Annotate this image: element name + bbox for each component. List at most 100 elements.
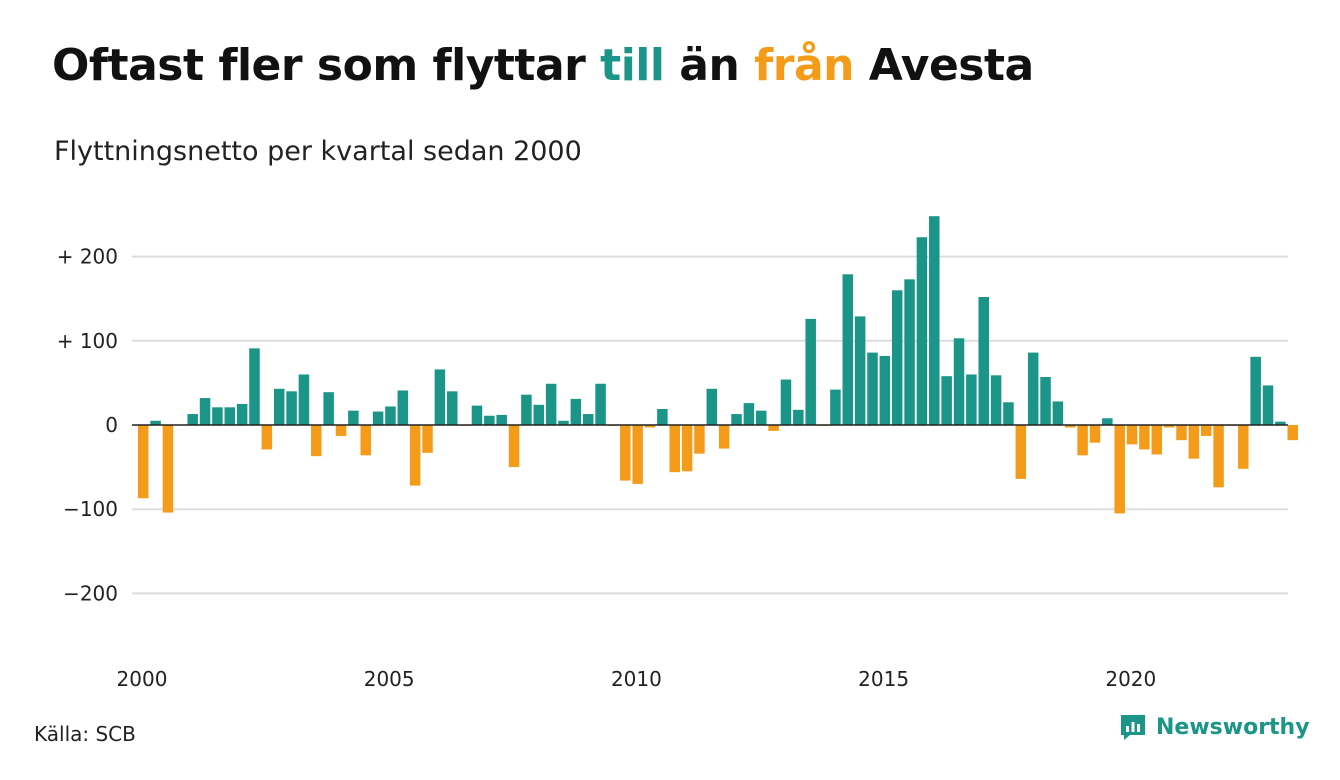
bar [953,338,965,425]
title-part-1: Oftast fler som flyttar [52,40,601,91]
bar [1102,418,1113,425]
bar [854,316,866,425]
bar [249,348,260,425]
bar [681,425,693,472]
bar [842,274,854,425]
bar [1089,425,1101,443]
bar [1040,377,1051,425]
newsworthy-logo-icon [1121,715,1145,740]
bar [632,425,643,484]
bar [261,425,273,450]
bar [756,410,767,425]
x-tick-label: 2015 [858,667,909,691]
bar [1176,425,1187,441]
x-tick-label: 2010 [611,667,662,691]
bar [484,415,495,425]
bar [138,425,149,499]
bar [162,425,174,513]
title-negative-word: från [754,40,854,91]
chart-subtitle: Flyttningsnetto per kvartal sedan 2000 [54,136,582,167]
bar [187,414,198,425]
bar [1262,385,1274,425]
bar [533,404,545,425]
bar [1027,352,1039,425]
bar [1200,425,1212,436]
bar [743,403,755,425]
bar [978,297,989,425]
bar [1015,425,1027,479]
bar [409,425,421,486]
bar [521,394,532,425]
bar [1250,356,1261,425]
y-tick-label: 0 [105,413,118,437]
bar [1188,425,1200,459]
bar [447,391,458,425]
bar [212,407,223,425]
bar [1238,425,1249,469]
bar [286,391,297,425]
bar [1077,425,1088,456]
bar [385,406,396,425]
bar [570,398,582,425]
brand-name: Newsworthy [1156,714,1310,740]
title-part-2: än [664,40,755,91]
bar [644,425,656,428]
bar [706,388,718,425]
bar [694,425,705,454]
bar [422,425,433,453]
bar [582,414,594,425]
bar [916,237,928,425]
bar [867,352,878,425]
x-tick-label: 2020 [1105,667,1156,691]
bar [273,388,285,425]
bar [941,376,952,425]
bar [311,425,322,457]
bar [471,405,483,425]
bar [1151,425,1163,455]
brand-logo: Newsworthy [1118,712,1310,742]
bar [496,414,507,425]
bar [199,398,211,425]
bar [372,411,384,425]
bar [879,355,891,425]
bar [1139,425,1150,450]
bar [558,420,569,425]
bar [793,409,804,425]
bar [929,216,940,425]
bar [1126,425,1138,445]
bar [669,425,680,473]
bar [150,420,161,425]
bar [1275,421,1286,425]
title-positive-word: till [600,40,665,91]
bar [360,425,371,456]
bar [1052,401,1064,425]
bar [434,369,446,425]
bar [1163,425,1175,428]
bar [904,279,915,425]
bar [891,290,903,425]
bar [348,410,359,425]
bar-chart: + 200 + 100 0 −100 −200 2000 2005 2010 2015 2020 [57,216,1298,691]
chart-title: Oftast fler som flyttar till än från Ave… [52,40,1034,91]
y-tick-label: + 200 [57,245,118,269]
bar [768,425,779,431]
bar [657,409,668,425]
bar [731,414,742,425]
bar [595,383,606,425]
x-tick-label: 2000 [117,667,168,691]
bar [1114,425,1125,514]
bar [508,425,520,468]
y-tick-label: −100 [63,497,118,521]
bar [780,379,792,425]
bar [1287,425,1298,441]
bar [335,425,347,436]
bar [545,383,557,425]
bar [323,392,334,425]
y-tick-label: −200 [63,581,118,605]
title-part-3: Avesta [853,40,1034,91]
bar [298,374,310,425]
bar [830,389,841,425]
bar [718,425,730,449]
source-note: Källa: SCB [34,722,136,746]
bar [224,407,236,425]
